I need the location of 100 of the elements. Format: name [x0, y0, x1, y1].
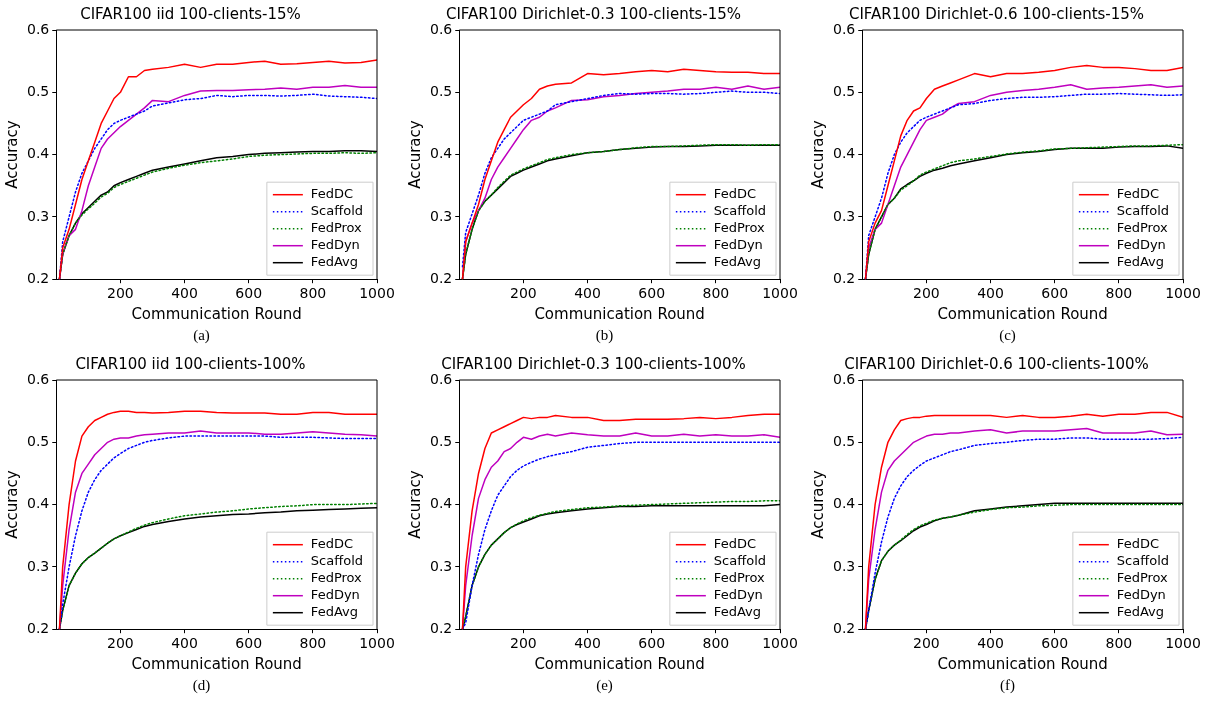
legend-label: FedDyn	[713, 237, 763, 253]
x-tick-label: 1000	[359, 285, 395, 302]
y-tick-label: 0.5	[833, 432, 856, 449]
legend-label: Scaffold	[310, 203, 363, 219]
y-tick-label: 0.3	[27, 557, 50, 574]
x-tick-label: 400	[977, 635, 1004, 652]
y-tick-label: 0.4	[27, 145, 50, 162]
legend-label: Scaffold	[713, 203, 766, 219]
x-tick-label: 400	[977, 285, 1004, 302]
y-axis-title: Accuracy	[2, 120, 21, 189]
y-tick-label: 0.5	[27, 432, 50, 449]
x-axis-title: Communication Round	[131, 654, 302, 673]
y-tick-label: 0.5	[430, 432, 453, 449]
y-tick-label: 0.6	[27, 20, 50, 37]
x-tick-label: 1000	[762, 285, 798, 302]
x-tick-label: 1000	[762, 635, 798, 652]
text: (c)	[999, 327, 1016, 345]
x-tick-label: 800	[299, 285, 327, 302]
y-tick-label: 0.4	[833, 145, 856, 162]
legend-label: FedProx	[1116, 220, 1169, 236]
y-tick-label: 0.4	[430, 495, 453, 512]
legend-label: FedProx	[310, 220, 363, 236]
y-axis-title: Accuracy	[808, 470, 827, 539]
x-tick-label: 800	[1105, 635, 1133, 652]
text: (a)	[193, 327, 210, 345]
legend-label: FedAvg	[1116, 604, 1164, 620]
y-tick-label: 0.5	[430, 82, 453, 99]
legend-label: FedProx	[713, 570, 766, 586]
y-tick-label: 0.2	[430, 619, 453, 636]
x-tick-label: 600	[638, 285, 666, 302]
chart-title: CIFAR100 Dirichlet-0.3 100-clients-100%	[441, 354, 746, 373]
y-tick-label: 0.2	[27, 269, 50, 286]
legend-label: FedProx	[1116, 570, 1169, 586]
x-tick-label: 1000	[359, 635, 395, 652]
x-axis-title: Communication Round	[534, 304, 705, 323]
y-tick-label: 0.6	[27, 370, 50, 387]
chart-title: CIFAR100 Dirichlet-0.6 100-clients-100%	[844, 354, 1149, 373]
legend-label: FedDC	[310, 536, 353, 552]
x-tick-label: 600	[638, 635, 666, 652]
y-tick-label: 0.2	[430, 269, 453, 286]
text: (d)	[192, 677, 211, 695]
legend-label: FedDyn	[310, 587, 360, 603]
x-tick-label: 400	[171, 285, 198, 302]
legend-label: FedDyn	[310, 237, 360, 253]
text: (e)	[596, 677, 613, 695]
y-axis-title: Accuracy	[808, 120, 827, 189]
x-tick-label: 200	[107, 285, 134, 302]
x-tick-label: 200	[107, 635, 134, 652]
x-tick-label: 600	[235, 635, 263, 652]
y-tick-label: 0.3	[833, 557, 856, 574]
text: (b)	[595, 327, 614, 345]
chart-title: CIFAR100 Dirichlet-0.6 100-clients-15%	[848, 4, 1145, 23]
chart-title: CIFAR100 Dirichlet-0.3 100-clients-15%	[445, 4, 742, 23]
x-tick-label: 800	[299, 635, 327, 652]
legend-label: FedAvg	[310, 254, 358, 270]
y-tick-label: 0.6	[430, 20, 453, 37]
y-tick-label: 0.3	[833, 207, 856, 224]
x-axis-title: Communication Round	[937, 654, 1108, 673]
legend-label: FedDC	[310, 186, 353, 202]
x-tick-label: 600	[1041, 635, 1069, 652]
x-tick-label: 1000	[1165, 635, 1201, 652]
text: (f)	[1000, 677, 1015, 695]
legend-label: FedAvg	[1116, 254, 1164, 270]
chart-title: CIFAR100 iid 100-clients-100%	[75, 354, 306, 373]
y-tick-label: 0.3	[430, 557, 453, 574]
y-tick-label: 0.4	[833, 495, 856, 512]
legend-label: Scaffold	[1116, 203, 1169, 219]
x-axis-title: Communication Round	[534, 654, 705, 673]
y-tick-label: 0.2	[27, 619, 50, 636]
legend-label: FedDC	[1116, 186, 1159, 202]
legend-label: FedProx	[713, 220, 766, 236]
x-tick-label: 200	[913, 635, 940, 652]
y-tick-label: 0.2	[833, 619, 856, 636]
legend-label: Scaffold	[713, 553, 766, 569]
y-axis-title: Accuracy	[405, 470, 424, 539]
y-tick-label: 0.6	[430, 370, 453, 387]
y-tick-label: 0.3	[430, 207, 453, 224]
x-tick-label: 400	[574, 285, 601, 302]
x-tick-label: 200	[510, 635, 537, 652]
x-tick-label: 200	[510, 285, 537, 302]
legend-label: FedDC	[1116, 536, 1159, 552]
y-tick-label: 0.4	[430, 145, 453, 162]
legend-label: FedAvg	[713, 604, 761, 620]
y-tick-label: 0.6	[833, 370, 856, 387]
y-tick-label: 0.3	[27, 207, 50, 224]
legend-label: FedDyn	[1116, 587, 1166, 603]
y-axis-title: Accuracy	[405, 120, 424, 189]
legend-label: Scaffold	[310, 553, 363, 569]
x-tick-label: 800	[702, 285, 730, 302]
legend-label: Scaffold	[1116, 553, 1169, 569]
x-tick-label: 600	[235, 285, 263, 302]
y-tick-label: 0.5	[833, 82, 856, 99]
y-tick-label: 0.6	[833, 20, 856, 37]
legend-label: FedAvg	[713, 254, 761, 270]
y-tick-label: 0.2	[833, 269, 856, 286]
x-tick-label: 600	[1041, 285, 1069, 302]
x-tick-label: 400	[171, 635, 198, 652]
x-tick-label: 1000	[1165, 285, 1201, 302]
x-tick-label: 800	[702, 635, 730, 652]
x-axis-title: Communication Round	[937, 304, 1108, 323]
